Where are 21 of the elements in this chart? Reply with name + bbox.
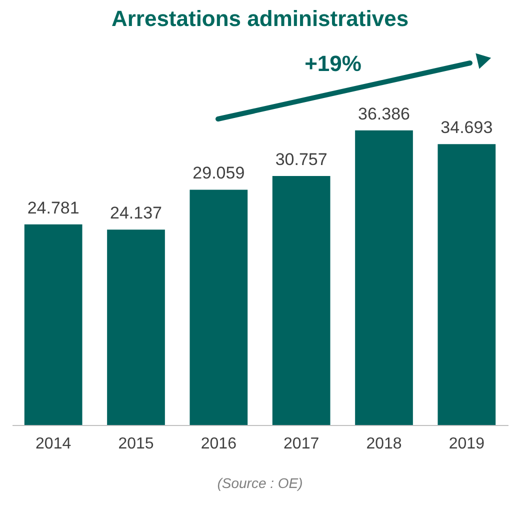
x-tick-label: 2014 xyxy=(36,436,72,452)
bar xyxy=(272,176,330,425)
bar xyxy=(107,230,165,425)
text: +19% xyxy=(304,51,362,76)
data-label: 24.137 xyxy=(110,204,162,223)
data-label: 29.059 xyxy=(192,164,245,183)
x-tick-label: 2016 xyxy=(200,436,237,452)
data-label: 36.386 xyxy=(358,104,410,124)
x-tick-label: 2018 xyxy=(366,436,402,452)
data-label: 30.757 xyxy=(275,150,328,169)
x-tick-label: 2017 xyxy=(284,436,320,452)
bar xyxy=(355,130,413,425)
data-label: 34.693 xyxy=(440,118,493,138)
data-label: 24.781 xyxy=(27,198,80,218)
x-tick-label: 2015 xyxy=(118,436,154,452)
text: (Source : OE) xyxy=(217,475,303,491)
bar xyxy=(24,224,82,425)
x-tick-label: 2019 xyxy=(448,436,485,452)
bar xyxy=(438,144,496,425)
chart-title: Arrestations administratives xyxy=(111,6,409,31)
bar xyxy=(190,190,248,425)
